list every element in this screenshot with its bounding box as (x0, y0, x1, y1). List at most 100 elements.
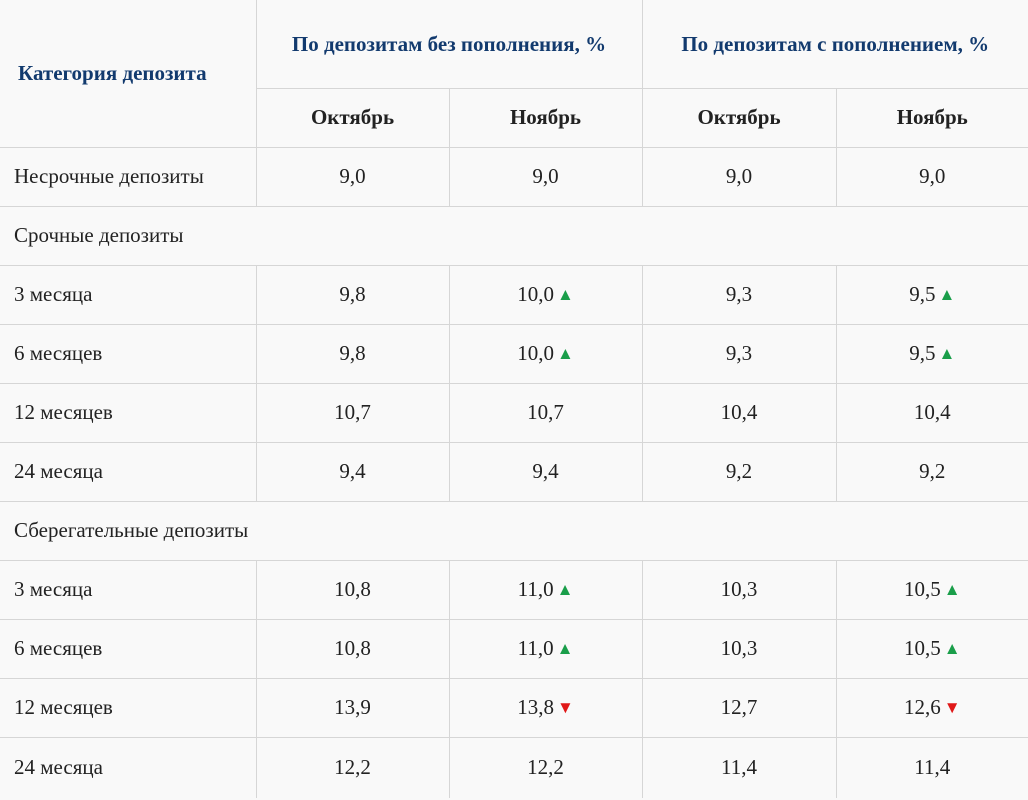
rate-cell: 9,0 (835, 147, 1028, 207)
rate-cell: 9,0 (448, 147, 643, 207)
triangle-up-icon: ▲ (556, 285, 574, 304)
rate-value: 10,4 (913, 400, 951, 424)
row-label: Несрочные депозиты (0, 147, 257, 207)
rate-cell: 10,8 (255, 618, 450, 679)
rate-cell: 10,3 (641, 618, 837, 679)
rate-value: 10,8 (334, 577, 371, 601)
triangle-up-icon: ▲ (556, 344, 574, 363)
rate-value: 10,5 (903, 577, 941, 601)
rate-value: 11,0 (517, 577, 554, 601)
rate-cell: 12,6 ▼ (835, 677, 1028, 738)
header-month: Октябрь (256, 87, 450, 148)
row-label: 24 месяца (0, 736, 257, 798)
table-body: Несрочные депозиты 9,0 9,0 9,0 9,0 Срочные де… (0, 147, 1028, 798)
rate-cell: 13,8 ▼ (448, 677, 643, 738)
rate-cell: 9,8 (255, 323, 450, 384)
rate-value: 10,3 (720, 577, 758, 601)
table-row: 6 месяцев 10,8 11,0 ▲ 10,3 10,5 ▲ (0, 618, 1028, 679)
rate-value: 9,5 (909, 341, 936, 365)
rate-cell: 9,8 (255, 264, 450, 325)
rate-cell: 10,5 ▲ (835, 559, 1028, 620)
rate-value: 12,2 (527, 755, 564, 780)
table-row: 24 месяца 12,2 12,2 11,4 11,4 (0, 736, 1028, 798)
triangle-up-icon: ▲ (943, 580, 961, 599)
triangle-up-icon: ▲ (556, 580, 574, 599)
rate-cell: 11,4 (641, 736, 837, 798)
rate-cell: 10,0 ▲ (448, 323, 643, 384)
header-row-months: Октябрь Ноябрь Октябрь Ноябрь (0, 87, 1028, 148)
rate-cell: 9,3 (641, 323, 837, 384)
row-label: 6 месяцев (0, 618, 257, 679)
triangle-down-icon: ▼ (556, 698, 574, 717)
rate-value: 10,4 (720, 400, 758, 424)
rate-cell: 9,0 (255, 147, 450, 207)
rate-cell: 9,2 (835, 441, 1028, 502)
table-row: 3 месяца 9,8 10,0 ▲ 9,3 9,5 ▲ (0, 264, 1028, 325)
rate-value: 9,0 (919, 164, 946, 188)
rate-cell: 13,9 (255, 677, 450, 738)
rate-value: 10,8 (334, 636, 371, 660)
triangle-up-icon: ▲ (938, 285, 956, 304)
section-row: Сберегательные депозиты (0, 500, 1028, 561)
rate-cell: 12,7 (641, 677, 837, 738)
rate-cell: 12,2 (448, 736, 643, 798)
rate-cell: 10,4 (641, 382, 837, 443)
row-label: 24 месяца (0, 441, 257, 502)
rate-value: 10,3 (720, 636, 758, 660)
header-month: Ноябрь (835, 87, 1028, 148)
rate-cell: 10,7 (448, 382, 643, 443)
header-row-groups: Категория депозита По депозитам без попо… (0, 0, 1028, 148)
rate-cell: 10,0 ▲ (448, 264, 643, 325)
rate-cell: 11,0 ▲ (448, 618, 643, 679)
rate-value: 9,0 (532, 164, 559, 188)
rate-cell: 9,5 ▲ (835, 264, 1028, 325)
section-row: Срочные депозиты (0, 205, 1028, 266)
header-category: Категория депозита (0, 0, 257, 148)
table-row: 12 месяцев 10,7 10,7 10,4 10,4 (0, 382, 1028, 443)
rate-cell: 11,0 ▲ (448, 559, 643, 620)
table-row: 3 месяца 10,8 11,0 ▲ 10,3 10,5 ▲ (0, 559, 1028, 620)
table-row: Несрочные депозиты 9,0 9,0 9,0 9,0 (0, 147, 1028, 207)
rate-value: 13,9 (334, 695, 371, 719)
rate-cell: 9,4 (255, 441, 450, 502)
table-row: 24 месяца 9,4 9,4 9,2 9,2 (0, 441, 1028, 502)
rate-value: 10,7 (334, 400, 371, 424)
rate-cell: 9,5 ▲ (835, 323, 1028, 384)
rate-cell: 9,3 (641, 264, 837, 325)
rate-value: 9,4 (339, 459, 366, 483)
rate-cell: 11,4 (835, 736, 1028, 798)
rate-value: 12,2 (334, 755, 371, 780)
header-group-without-topup: По депозитам без пополнения, % (255, 0, 643, 89)
rate-cell: 9,2 (641, 441, 837, 502)
rate-value: 9,2 (919, 459, 946, 483)
triangle-up-icon: ▲ (938, 344, 956, 363)
rate-value: 9,3 (725, 341, 753, 365)
rate-value: 10,7 (527, 400, 564, 424)
rate-value: 9,3 (725, 282, 753, 306)
triangle-up-icon: ▲ (943, 639, 961, 658)
rate-cell: 10,8 (255, 559, 450, 620)
header-group-with-topup: По депозитам с пополнением, % (641, 0, 1028, 89)
rate-value: 9,4 (532, 459, 559, 483)
rate-value: 9,2 (725, 459, 753, 483)
rate-value: 13,8 (517, 695, 554, 719)
section-label: Срочные депозиты (0, 205, 1028, 266)
row-label: 12 месяцев (0, 677, 257, 738)
row-label: 6 месяцев (0, 323, 257, 384)
rate-cell: 10,4 (835, 382, 1028, 443)
triangle-up-icon: ▲ (556, 639, 574, 658)
row-label: 3 месяца (0, 559, 257, 620)
rate-cell: 10,7 (255, 382, 450, 443)
rate-value: 11,0 (517, 636, 554, 660)
rate-cell: 10,3 (641, 559, 837, 620)
triangle-down-icon: ▼ (943, 698, 961, 717)
rate-value: 10,5 (903, 636, 941, 660)
table-row: 12 месяцев 13,9 13,8 ▼ 12,7 12,6 ▼ (0, 677, 1028, 738)
rate-cell: 9,0 (641, 147, 837, 207)
rate-cell: 9,4 (448, 441, 643, 502)
rate-value: 9,0 (339, 164, 366, 188)
rate-value: 9,8 (339, 282, 366, 306)
header-month: Ноябрь (448, 87, 643, 148)
rate-value: 11,4 (914, 755, 951, 780)
